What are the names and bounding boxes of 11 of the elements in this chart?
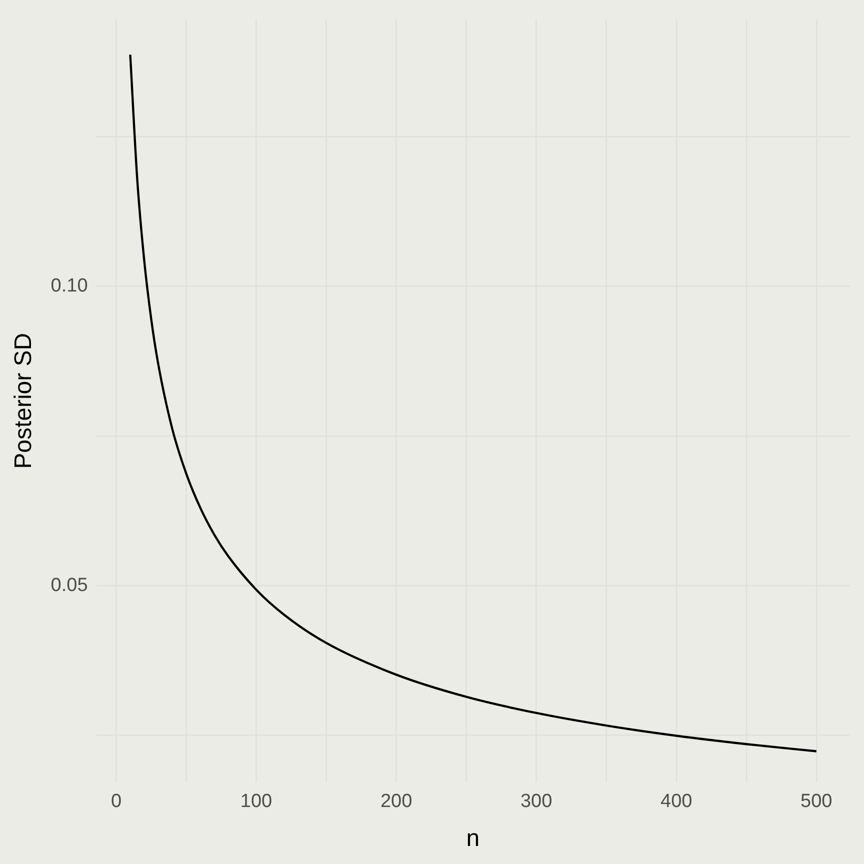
x-tick-label: 200: [380, 791, 412, 812]
line-series: [129, 54, 818, 752]
x-tick-label: 400: [660, 791, 692, 812]
x-tick-label: 100: [240, 791, 272, 812]
y-axis-title: Posterior SD: [10, 332, 38, 469]
y-tick-label: 0.10: [50, 276, 88, 297]
y-tick-label: 0.05: [50, 574, 88, 596]
x-axis-title: n: [466, 825, 480, 852]
x-tick-label: 0: [110, 791, 122, 812]
x-tick-label: 300: [520, 791, 552, 812]
x-tick-label: 500: [800, 791, 832, 812]
